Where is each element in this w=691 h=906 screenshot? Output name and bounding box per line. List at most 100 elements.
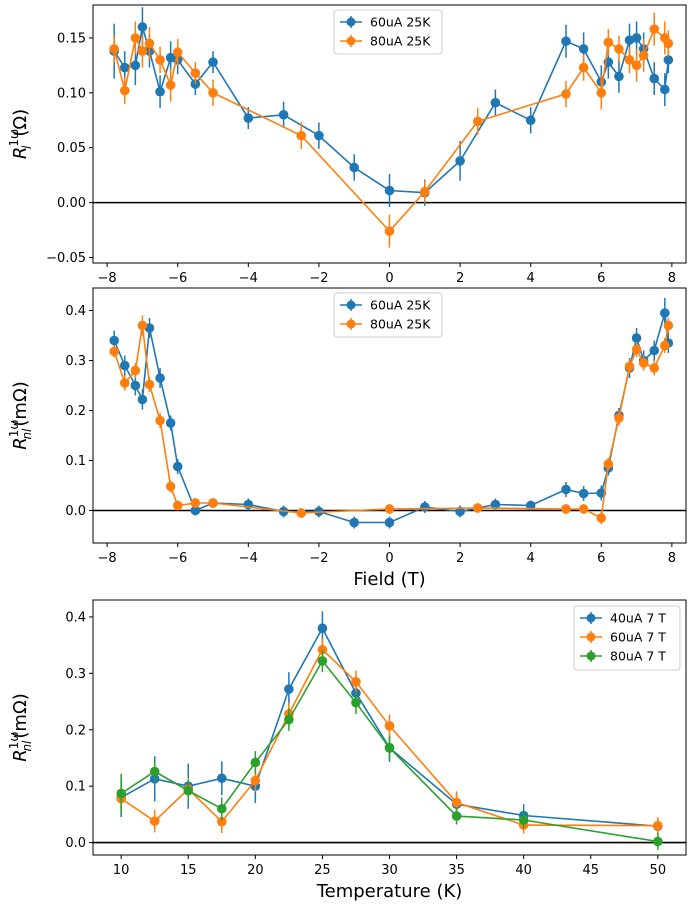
y-tick-label: 0.10 bbox=[57, 86, 86, 101]
legend-label: 80uA 7 T bbox=[610, 649, 666, 664]
data-point bbox=[119, 360, 130, 371]
data-point bbox=[349, 517, 360, 528]
x-tick-label: 30 bbox=[381, 863, 398, 878]
data-point bbox=[190, 505, 201, 516]
data-point bbox=[165, 481, 176, 492]
legend-item: 40uA 7 T bbox=[580, 611, 666, 626]
data-point bbox=[578, 488, 589, 499]
data-point bbox=[561, 89, 571, 99]
data-point bbox=[384, 504, 395, 514]
x-tick-label: 6 bbox=[597, 551, 605, 566]
y-tick-label: 0.1 bbox=[65, 454, 86, 469]
x-tick-label: −6 bbox=[168, 551, 187, 566]
data-point bbox=[490, 499, 501, 510]
y-tick-label: 0.0 bbox=[65, 836, 86, 851]
x-tick-label: 20 bbox=[247, 863, 264, 878]
data-point bbox=[109, 44, 119, 54]
data-point bbox=[455, 506, 465, 517]
data-point bbox=[472, 116, 483, 127]
x-tick-label: −2 bbox=[309, 271, 328, 286]
data-point bbox=[631, 344, 642, 355]
data-point bbox=[660, 340, 670, 351]
data-point bbox=[216, 803, 227, 814]
data-point bbox=[631, 333, 642, 343]
y-tick-label: 0.1 bbox=[65, 780, 86, 795]
data-point bbox=[561, 504, 571, 514]
data-point bbox=[561, 484, 571, 495]
x-tick-label: 6 bbox=[597, 271, 605, 286]
x-axis-label: Field (T) bbox=[353, 569, 425, 590]
data-point bbox=[419, 186, 430, 197]
legend-box bbox=[573, 605, 681, 671]
data-point bbox=[660, 308, 670, 318]
x-axis-label: Temperature (K) bbox=[316, 881, 463, 902]
y-tick-label: −0.05 bbox=[46, 251, 86, 266]
chart-panel-3: 10 15 20 25 30 35 40 45 50 0.0 0.1 0.2 0.3 0.4 40uA 7 … bbox=[7, 599, 687, 902]
data-point bbox=[351, 677, 361, 687]
data-point bbox=[243, 113, 254, 123]
data-point bbox=[384, 721, 395, 731]
data-point bbox=[250, 775, 261, 786]
x-tick-label: 45 bbox=[582, 863, 599, 878]
data-point bbox=[624, 55, 635, 65]
y-axis-label: R1ωnl(mΩ) bbox=[7, 693, 34, 762]
data-point bbox=[130, 33, 141, 43]
data-point bbox=[578, 44, 589, 54]
y-tick-label: 0.3 bbox=[65, 354, 86, 369]
x-tick-label: 40 bbox=[515, 863, 532, 878]
y-tick-label: 0.4 bbox=[65, 610, 86, 625]
data-point bbox=[525, 115, 536, 126]
x-tick-label: −2 bbox=[309, 551, 328, 566]
data-point bbox=[649, 345, 660, 356]
data-point bbox=[144, 38, 155, 49]
data-point bbox=[384, 226, 395, 236]
data-point bbox=[137, 22, 148, 32]
data-point bbox=[603, 459, 614, 469]
legend-box bbox=[333, 292, 443, 338]
data-point bbox=[130, 380, 141, 391]
data-point bbox=[165, 418, 176, 428]
legend-label: 60uA 25K bbox=[370, 298, 431, 313]
x-tick-label: 4 bbox=[527, 551, 535, 566]
legend-marker bbox=[346, 36, 356, 46]
data-point bbox=[183, 785, 194, 796]
data-point bbox=[660, 84, 670, 95]
x-tick-label: 50 bbox=[650, 863, 667, 878]
legend-item: 60uA 7 T bbox=[580, 630, 666, 645]
data-point bbox=[663, 55, 674, 65]
data-point bbox=[578, 62, 589, 73]
data-point bbox=[653, 820, 663, 831]
data-point bbox=[172, 461, 183, 472]
data-point bbox=[296, 508, 307, 518]
data-point bbox=[653, 836, 663, 847]
legend-label: 80uA 25K bbox=[370, 34, 431, 49]
data-point bbox=[631, 33, 642, 43]
legend-item: 80uA 25K bbox=[340, 317, 431, 332]
y-axis-label: R1ωl(Ω) bbox=[7, 109, 34, 159]
x-tick-label: 35 bbox=[448, 863, 465, 878]
legend-marker bbox=[346, 300, 356, 310]
x-tick-label: 2 bbox=[456, 551, 464, 566]
data-point bbox=[172, 500, 183, 511]
data-point bbox=[384, 185, 395, 196]
legend-item: 60uA 25K bbox=[340, 298, 431, 313]
legend: 60uA 25K 80uA 25K bbox=[333, 292, 443, 338]
data-point bbox=[190, 498, 201, 508]
legend-marker bbox=[346, 17, 356, 27]
legend-marker bbox=[586, 632, 596, 642]
data-point bbox=[109, 335, 119, 346]
data-point bbox=[137, 46, 148, 56]
data-point bbox=[349, 162, 360, 173]
chart-panel-1: −8 −6 −4 −2 0 2 4 6 8 −0.05 0.00 0.05 0.10 0.15 60uA 2… bbox=[7, 4, 687, 286]
x-tick-label: 0 bbox=[385, 551, 393, 566]
x-tick-label: 10 bbox=[113, 863, 130, 878]
x-tick-label: −8 bbox=[98, 551, 117, 566]
data-point bbox=[284, 714, 294, 725]
series-80ua-25k bbox=[109, 12, 674, 248]
y-tick-label: 0.00 bbox=[57, 196, 86, 211]
data-point bbox=[137, 320, 148, 331]
data-point bbox=[119, 85, 130, 96]
data-point bbox=[663, 320, 674, 331]
legend-label: 40uA 7 T bbox=[610, 611, 666, 626]
data-point bbox=[384, 517, 395, 528]
